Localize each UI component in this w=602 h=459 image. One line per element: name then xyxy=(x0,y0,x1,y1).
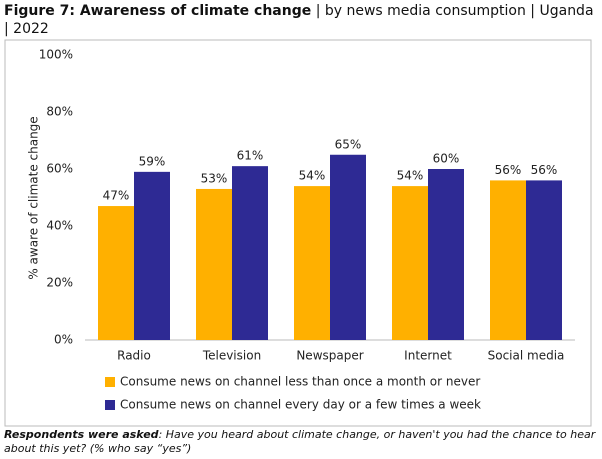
chart-title: Figure 7: Awareness of climate change xyxy=(4,3,312,19)
bar xyxy=(392,186,428,340)
legend-swatch xyxy=(105,377,115,387)
x-tick-label: Radio xyxy=(117,349,151,363)
data-label: 65% xyxy=(335,137,362,151)
bar xyxy=(428,169,464,340)
bar xyxy=(98,206,134,340)
chart-border xyxy=(4,39,592,427)
bar xyxy=(232,166,268,340)
bar xyxy=(134,171,170,340)
footnote-label: Respondents were asked xyxy=(4,428,159,441)
y-tick-label: 40% xyxy=(46,219,73,233)
footnote-text: : Have you heard about climate change, o… xyxy=(4,428,596,455)
title-block: Figure 7: Awareness of climate change | … xyxy=(4,2,596,38)
data-label: 54% xyxy=(299,169,326,183)
y-axis-label: % aware of climate change xyxy=(27,116,41,279)
data-label: 54% xyxy=(397,169,424,183)
footnote: Respondents were asked: Have you heard a… xyxy=(4,428,596,456)
chart-subtitle: | by news media consumption | Uganda | 2… xyxy=(4,3,594,37)
data-label: 56% xyxy=(531,163,558,177)
legend-swatch xyxy=(105,400,115,410)
y-tick-label: 20% xyxy=(46,276,73,290)
data-label: 61% xyxy=(237,149,264,163)
data-label: 47% xyxy=(103,189,130,203)
y-tick-label: 100% xyxy=(39,48,73,62)
x-tick-label: Newspaper xyxy=(296,349,363,363)
chart: % aware of climate change 0% 20% 40% 60% 80%… xyxy=(4,39,592,427)
data-label: 59% xyxy=(139,154,166,168)
data-label: 53% xyxy=(201,171,228,185)
legend-label: Consume news on channel every day or a f… xyxy=(120,398,481,412)
data-label: 60% xyxy=(433,152,460,166)
x-tick-label: Internet xyxy=(404,349,452,363)
data-label: 56% xyxy=(495,163,522,177)
y-tick-label: 60% xyxy=(46,162,73,176)
x-tick-label: Social media xyxy=(488,349,565,363)
y-tick-label: 0% xyxy=(54,333,73,347)
x-tick-label: Television xyxy=(202,349,261,363)
bar xyxy=(330,154,366,340)
bar xyxy=(196,188,232,340)
bar xyxy=(294,186,330,340)
bar xyxy=(526,180,562,340)
bar xyxy=(490,180,526,340)
legend-label: Consume news on channel less than once a… xyxy=(120,375,480,389)
y-tick-label: 80% xyxy=(46,105,73,119)
